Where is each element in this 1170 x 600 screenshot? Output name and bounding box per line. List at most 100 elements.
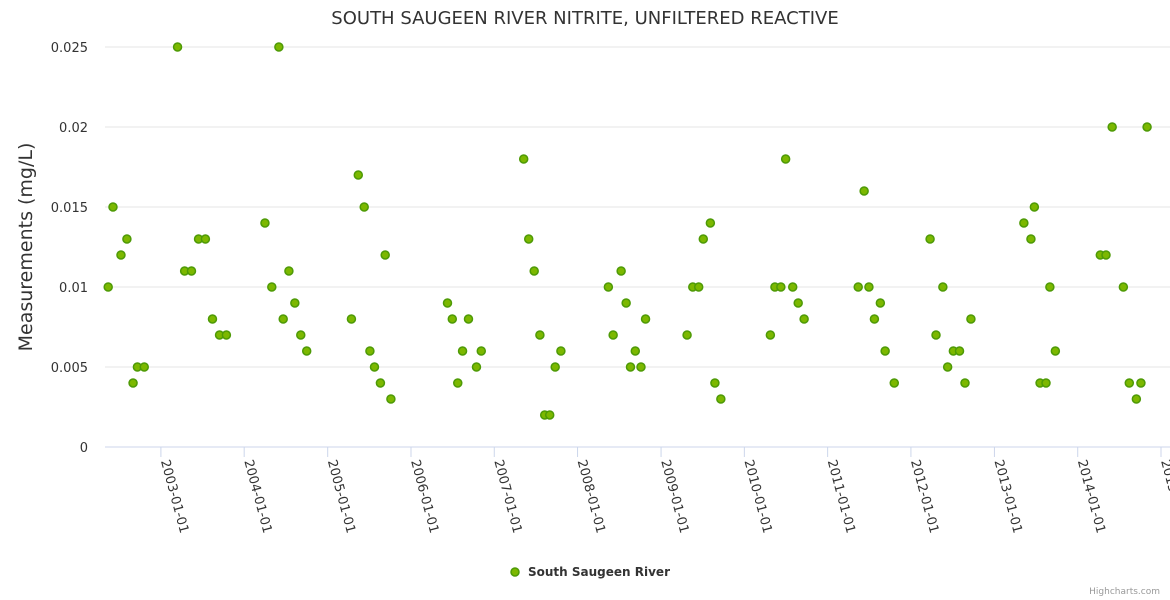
scatter-point[interactable] — [278, 314, 288, 324]
scatter-point[interactable] — [799, 314, 809, 324]
scatter-point[interactable] — [630, 346, 641, 356]
scatter-point[interactable] — [172, 42, 183, 52]
scatter-point[interactable] — [463, 314, 474, 324]
y-tick-label: 0 — [80, 441, 88, 456]
scatter-point[interactable] — [716, 394, 726, 404]
scatter-point[interactable] — [476, 346, 487, 356]
scatter-point[interactable] — [535, 330, 545, 340]
scatter-point[interactable] — [453, 378, 463, 388]
scatter-point[interactable] — [139, 362, 149, 372]
credits-link[interactable]: Highcharts.com — [1089, 587, 1160, 597]
scatter-point[interactable] — [705, 218, 716, 228]
scatter-point[interactable] — [869, 314, 880, 324]
scatter-point[interactable] — [122, 234, 132, 244]
scatter-point[interactable] — [682, 330, 692, 340]
scatter-point[interactable] — [346, 314, 357, 324]
scatter-point[interactable] — [386, 394, 396, 404]
scatter-point[interactable] — [359, 202, 369, 212]
legend-marker[interactable] — [510, 567, 520, 577]
grid-lines — [105, 46, 1170, 368]
scatter-point[interactable] — [375, 378, 386, 388]
scatter-point[interactable] — [875, 298, 886, 308]
scatter-point[interactable] — [1124, 378, 1135, 388]
scatter-point[interactable] — [457, 346, 468, 356]
scatter-point[interactable] — [1101, 250, 1111, 260]
scatter-point[interactable] — [550, 362, 560, 372]
scatter-point[interactable] — [889, 378, 900, 388]
scatter-point[interactable] — [103, 282, 113, 292]
scatter-point[interactable] — [636, 362, 646, 372]
scatter-point[interactable] — [207, 314, 218, 324]
scatter-point[interactable] — [864, 282, 874, 292]
scatter-point[interactable] — [365, 346, 375, 356]
scatter-point[interactable] — [640, 314, 651, 324]
scatter-point[interactable] — [776, 282, 786, 292]
scatter-point[interactable] — [693, 282, 704, 292]
scatter-point[interactable] — [787, 282, 798, 292]
scatter-point[interactable] — [621, 298, 631, 308]
scatter-point[interactable] — [966, 314, 976, 324]
scatter-point[interactable] — [710, 378, 720, 388]
scatter-point[interactable] — [1131, 394, 1142, 404]
scatter-point[interactable] — [380, 250, 390, 260]
scatter-point[interactable] — [274, 42, 284, 52]
scatter-point[interactable] — [765, 330, 776, 340]
legend[interactable]: South Saugeen River — [510, 565, 670, 579]
scatter-point[interactable] — [942, 362, 953, 372]
y-tick-label: 0.01 — [59, 281, 88, 296]
scatter-point[interactable] — [616, 266, 626, 276]
scatter-point[interactable] — [1041, 378, 1051, 388]
scatter-point[interactable] — [1019, 218, 1029, 228]
scatter-point[interactable] — [1026, 234, 1036, 244]
scatter-point[interactable] — [698, 234, 709, 244]
scatter-point[interactable] — [200, 234, 211, 244]
scatter-point[interactable] — [529, 266, 539, 276]
scatter-point[interactable] — [108, 202, 118, 212]
scatter-point[interactable] — [556, 346, 566, 356]
scatter-point[interactable] — [938, 282, 948, 292]
scatter-point[interactable] — [859, 186, 869, 196]
scatter-point[interactable] — [296, 330, 306, 340]
scatter-point[interactable] — [954, 346, 965, 356]
scatter-point[interactable] — [1142, 122, 1152, 132]
scatter-point[interactable] — [793, 298, 803, 308]
scatter-point[interactable] — [447, 314, 458, 324]
scatter-point[interactable] — [544, 410, 555, 420]
scatter-point[interactable] — [353, 170, 364, 180]
scatter-point[interactable] — [1029, 202, 1040, 212]
scatter-point[interactable] — [853, 282, 863, 292]
scatter-point[interactable] — [603, 282, 614, 292]
scatter-point[interactable] — [128, 378, 138, 388]
scatter-point[interactable] — [523, 234, 534, 244]
scatter-point[interactable] — [1045, 282, 1055, 292]
scatter-point[interactable] — [1118, 282, 1129, 292]
scatter-point[interactable] — [780, 154, 791, 164]
scatter-series[interactable] — [103, 42, 1152, 420]
scatter-point[interactable] — [186, 266, 197, 276]
scatter-point[interactable] — [301, 346, 312, 356]
scatter-point[interactable] — [1050, 346, 1061, 356]
y-tick-label: 0.015 — [51, 201, 88, 216]
scatter-point[interactable] — [931, 330, 941, 340]
scatter-point[interactable] — [267, 282, 277, 292]
scatter-point[interactable] — [442, 298, 453, 308]
scatter-point[interactable] — [625, 362, 636, 372]
scatter-point[interactable] — [608, 330, 618, 340]
scatter-point[interactable] — [260, 218, 270, 228]
y-tick-label: 0.005 — [51, 361, 88, 376]
scatter-point[interactable] — [1136, 378, 1146, 388]
legend-label[interactable]: South Saugeen River — [528, 565, 670, 579]
scatter-point[interactable] — [290, 298, 300, 308]
scatter-point[interactable] — [116, 250, 126, 260]
scatter-point[interactable] — [960, 378, 970, 388]
scatter-point[interactable] — [925, 234, 935, 244]
scatter-point[interactable] — [880, 346, 890, 356]
scatter-point[interactable] — [221, 330, 232, 340]
scatter-point[interactable] — [471, 362, 482, 372]
scatter-point[interactable] — [369, 362, 380, 372]
scatter-point[interactable] — [518, 154, 529, 164]
scatter-point[interactable] — [1107, 122, 1117, 132]
scatter-point[interactable] — [284, 266, 294, 276]
